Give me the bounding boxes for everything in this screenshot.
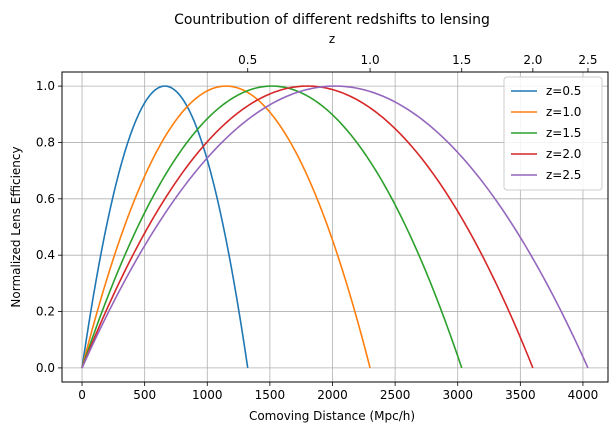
top-tick-label: 1.0: [361, 53, 380, 67]
legend-label: z=2.5: [546, 168, 581, 182]
y-tick-label: 0.2: [36, 305, 55, 319]
x-tick-label: 2500: [380, 388, 411, 402]
chart-title: Countribution of different redshifts to …: [174, 12, 490, 28]
top-tick-label: 0.5: [238, 53, 257, 67]
x-tick-label: 1000: [192, 388, 223, 402]
y-tick-label: 0.8: [36, 135, 55, 149]
bottom-x-axis: 0 500 1000 1500 2000 2500 3000 3500 4000: [78, 382, 598, 402]
x-tick-label: 2000: [317, 388, 348, 402]
x-axis-label: Comoving Distance (Mpc/h): [249, 409, 415, 423]
legend-label: z=1.5: [546, 126, 581, 140]
x-tick-label: 4000: [568, 388, 599, 402]
y-tick-label: 0.6: [36, 192, 55, 206]
legend-label: z=2.0: [546, 147, 581, 161]
series-line: [81, 85, 249, 369]
top-z-axis: 0.5 1.0 1.5 2.0 2.5: [238, 53, 598, 72]
series-line: [81, 85, 463, 369]
y-axis-label: Normalized Lens Efficiency: [9, 146, 23, 307]
top-tick-label: 2.0: [523, 53, 542, 67]
legend-label: z=1.0: [546, 105, 581, 119]
series-lines: [81, 85, 589, 369]
series-line: [81, 85, 589, 369]
y-tick-label: 0.0: [36, 361, 55, 375]
y-tick-label: 0.4: [36, 248, 55, 262]
plot-frame: [61, 71, 609, 383]
y-tick-label: 1.0: [36, 79, 55, 93]
legend-box: [503, 76, 603, 191]
series-line: [81, 85, 534, 369]
top-x-axis-label: z: [329, 32, 335, 46]
top-tick-label: 1.5: [452, 53, 471, 67]
legend-label: z=0.5: [546, 84, 581, 98]
x-tick-label: 3000: [442, 388, 473, 402]
top-tick-label: 2.5: [578, 53, 597, 67]
series-line: [81, 85, 371, 369]
y-axis: 0.0 0.2 0.4 0.6 0.8 1.0: [36, 79, 62, 375]
x-tick-label: 1500: [255, 388, 286, 402]
x-tick-label: 0: [78, 388, 86, 402]
x-tick-label: 3500: [505, 388, 536, 402]
x-tick-label: 500: [133, 388, 156, 402]
legend: z=0.5 z=1.0 z=1.5 z=2.0 z=2.5: [503, 76, 603, 191]
